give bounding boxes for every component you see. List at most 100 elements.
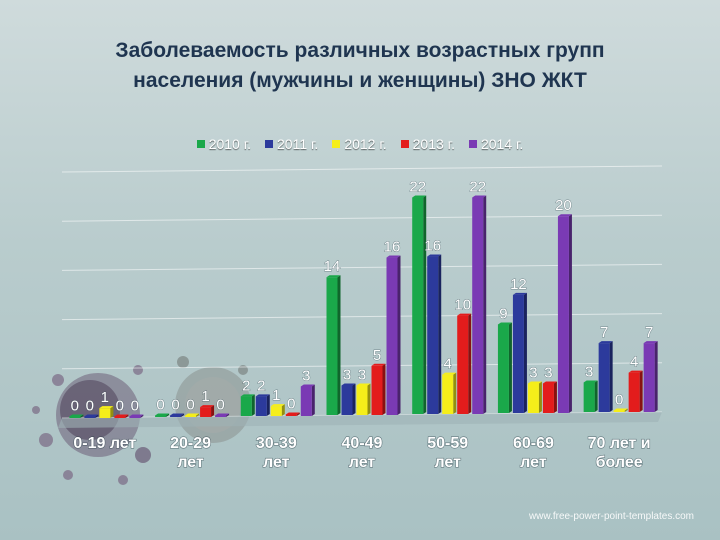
legend-label-2011: 2011 г. bbox=[277, 136, 319, 152]
data-label-2012-3: 3 bbox=[358, 366, 366, 383]
bar-2011-6 bbox=[598, 341, 613, 412]
data-label-2014-4: 22 bbox=[469, 179, 486, 196]
data-label-2010-1: 0 bbox=[156, 397, 164, 414]
x-tick-label-4: 50-59 лет bbox=[427, 435, 468, 471]
data-label-2012-2: 1 bbox=[272, 387, 280, 404]
bar-2010-5 bbox=[497, 322, 512, 413]
legend-swatch-2014 bbox=[468, 140, 477, 148]
x-tick-label-line: 70 лет и bbox=[588, 435, 651, 452]
gridline bbox=[61, 263, 663, 271]
x-tick-label-line: 20-29 bbox=[170, 435, 211, 452]
data-label-2010-3: 14 bbox=[324, 258, 341, 275]
data-label-2013-5: 3 bbox=[544, 364, 552, 381]
bar-2014-1 bbox=[215, 413, 230, 417]
bar-2010-1 bbox=[155, 413, 170, 417]
bar-2013-2 bbox=[285, 412, 300, 416]
legend-label-2010: 2010 г. bbox=[208, 136, 252, 152]
data-label-2010-6: 3 bbox=[585, 363, 593, 380]
data-label-2010-2: 2 bbox=[242, 377, 250, 394]
data-label-2013-3: 5 bbox=[373, 347, 381, 364]
data-label-2012-0: 1 bbox=[101, 389, 109, 406]
data-label-2014-2: 3 bbox=[302, 367, 310, 384]
data-label-2014-0: 0 bbox=[131, 398, 139, 415]
bar-2010-3 bbox=[326, 275, 341, 415]
data-label-2011-3: 3 bbox=[343, 366, 351, 383]
legend-label-2014: 2014 г. bbox=[480, 136, 524, 152]
bar-2012-3 bbox=[356, 383, 371, 415]
legend-item-2013: 2013 г. bbox=[400, 136, 455, 152]
x-tick-label-3: 40-49 лет bbox=[342, 435, 383, 471]
bar-2014-4 bbox=[472, 195, 487, 414]
x-tick-label-line: лет bbox=[177, 454, 204, 471]
data-label-2010-5: 9 bbox=[499, 305, 507, 322]
data-label-2013-2: 0 bbox=[287, 396, 295, 413]
data-label-2010-0: 0 bbox=[71, 398, 79, 415]
data-label-2011-1: 0 bbox=[171, 397, 179, 414]
data-label-2013-6: 4 bbox=[630, 354, 638, 371]
x-tick-label-1: 20-29 лет bbox=[170, 435, 211, 471]
x-tick-label-line: 0-19 лет bbox=[73, 435, 136, 452]
x-tick-label-line: 30-39 bbox=[256, 435, 297, 452]
gridline bbox=[61, 214, 663, 222]
chart-bars bbox=[69, 195, 658, 418]
title-line-1: Заболеваемость различных возрастных груп… bbox=[115, 39, 605, 62]
x-tick-label-5: 60-69 лет bbox=[513, 435, 554, 471]
bar-2011-0 bbox=[84, 414, 99, 418]
x-tick-label-line: более bbox=[596, 454, 643, 471]
title-line-2: населения (мужчины и женщины) ЗНО ЖКТ bbox=[133, 69, 587, 92]
bar-2010-4 bbox=[412, 195, 427, 414]
x-tick-label-line: 60-69 bbox=[513, 435, 554, 452]
legend-item-2010: 2010 г. bbox=[196, 136, 252, 152]
bar-2014-0 bbox=[129, 414, 144, 418]
chart-x-axis: 0-19 лет 20-29 лет 30-39 лет 40-49 лет 50-59 лет… bbox=[73, 434, 651, 471]
data-label-2014-5: 20 bbox=[555, 197, 572, 214]
bar-2014-6 bbox=[643, 341, 658, 412]
bar-2012-5 bbox=[527, 381, 542, 413]
bar-2012-0 bbox=[99, 406, 114, 418]
bar-2013-0 bbox=[114, 414, 129, 418]
bar-2011-2 bbox=[255, 394, 270, 416]
bar-2014-2 bbox=[300, 384, 315, 416]
data-label-2012-5: 3 bbox=[529, 364, 537, 381]
bar-2010-6 bbox=[583, 380, 598, 412]
gridline bbox=[61, 165, 663, 173]
x-tick-label-0: 0-19 лет bbox=[73, 435, 136, 452]
chart-legend: 2010 г. 2011 г. 2012 г. 2013 г. 2014 г. bbox=[0, 136, 720, 152]
x-tick-label-line: 50-59 bbox=[427, 435, 468, 452]
bar-2010-2 bbox=[240, 394, 255, 416]
data-label-2012-4: 4 bbox=[444, 356, 452, 373]
legend-swatch-2011 bbox=[265, 140, 274, 148]
bar-2012-4 bbox=[442, 372, 457, 414]
bar-2012-2 bbox=[270, 404, 285, 416]
bar-2013-6 bbox=[628, 370, 643, 412]
data-label-2014-6: 7 bbox=[645, 324, 653, 341]
bar-2011-1 bbox=[170, 413, 185, 417]
bar-2011-3 bbox=[341, 383, 356, 415]
data-label-2013-1: 1 bbox=[201, 388, 209, 405]
data-label-2010-4: 22 bbox=[409, 179, 426, 196]
data-label-2011-5: 12 bbox=[510, 276, 527, 293]
legend-label-2013: 2013 г. bbox=[412, 136, 455, 152]
bar-2013-1 bbox=[200, 405, 215, 417]
bar-2014-5 bbox=[557, 214, 572, 413]
chart-floor bbox=[58, 412, 662, 428]
bar-2010-0 bbox=[69, 414, 84, 418]
bar-2012-1 bbox=[185, 413, 200, 417]
data-label-2014-3: 16 bbox=[384, 239, 401, 256]
x-tick-label-2: 30-39 лет bbox=[256, 435, 297, 471]
data-label-2011-0: 0 bbox=[86, 398, 94, 415]
gridline bbox=[61, 313, 663, 321]
data-label-2013-4: 10 bbox=[454, 297, 471, 314]
legend-label-2012: 2012 г. bbox=[344, 136, 387, 152]
footer-url: www.free-power-point-templates.com bbox=[528, 511, 694, 522]
bar-2012-6 bbox=[613, 408, 628, 412]
data-label-2013-0: 0 bbox=[116, 398, 124, 415]
legend-item-2014: 2014 г. bbox=[468, 136, 524, 152]
data-label-2014-1: 0 bbox=[216, 397, 224, 414]
x-tick-label-6: 70 лет и более bbox=[588, 435, 651, 471]
data-label-2011-6: 7 bbox=[600, 324, 608, 341]
bar-2014-3 bbox=[386, 255, 401, 415]
data-label-2011-2: 2 bbox=[257, 377, 265, 394]
